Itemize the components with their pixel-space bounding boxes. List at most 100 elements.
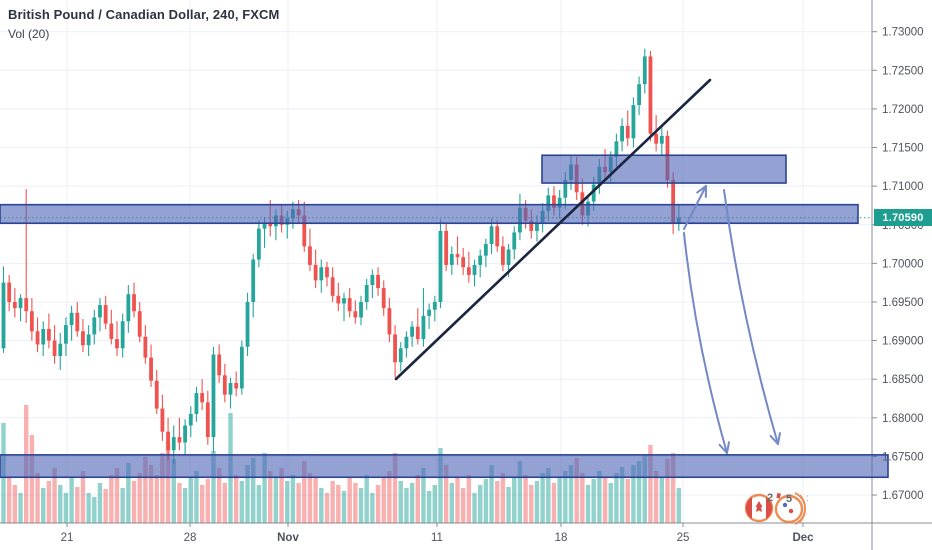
volume-bar [103, 489, 108, 523]
trendline[interactable] [394, 78, 712, 381]
volume-bar [398, 481, 403, 523]
volume-bar [131, 481, 137, 523]
candle-body [642, 56, 647, 85]
candle-body [103, 305, 108, 324]
volume-bar [18, 493, 23, 523]
candle-body [7, 282, 12, 302]
volume-bar [670, 453, 676, 523]
volume-bar [653, 471, 659, 523]
candle-body [251, 259, 256, 302]
candle-body [591, 184, 596, 202]
volume-bar [336, 485, 341, 523]
arrow-down-1[interactable] [683, 232, 728, 454]
price-tick-label: 1.67500 [882, 451, 924, 463]
price-axis[interactable]: 1.730001.725001.720001.715001.710001.705… [872, 27, 924, 502]
candle-body [625, 125, 630, 139]
time-axis[interactable]: 21 28 Nov 11 18 25 Dec [61, 523, 815, 544]
candles [1, 48, 681, 465]
volume-bar [642, 455, 647, 523]
volume-bar [426, 491, 432, 523]
volume-bar [239, 481, 245, 523]
candle-body [268, 223, 273, 227]
candle-body [478, 255, 483, 265]
volume-bar [614, 473, 619, 523]
arrow-up-to-zone[interactable] [683, 185, 707, 230]
symbol-title[interactable]: British Pound / Canadian Dollar, 240, FX… [8, 7, 280, 22]
lower-support-zone[interactable] [0, 454, 889, 479]
candle-body [35, 331, 40, 345]
volume-bar [619, 467, 625, 523]
volume-bar [268, 471, 273, 523]
candle-body [24, 298, 29, 312]
candle-body [217, 354, 222, 376]
candle-body [86, 334, 91, 346]
candle-body [325, 267, 329, 278]
candle-body [137, 311, 142, 337]
current-price-badge: 1.70590 [874, 209, 932, 226]
mid-resistance-zone[interactable] [0, 203, 859, 225]
candle-body [41, 328, 46, 345]
candle-body [529, 220, 534, 231]
candle-body [228, 383, 233, 395]
volume-bar [188, 478, 193, 523]
candle-body [472, 264, 477, 275]
price-tick-label: 1.68500 [882, 374, 924, 386]
volume-bar [222, 483, 228, 523]
candle-body [489, 226, 494, 245]
volume-bar [69, 478, 74, 523]
volume-bar [330, 481, 335, 523]
candle-body [239, 346, 244, 389]
volume-bar [245, 465, 250, 523]
volume-bar [608, 483, 613, 523]
volume-bar [387, 471, 392, 523]
arrow-down-2[interactable] [723, 189, 779, 445]
volume-bar [324, 493, 330, 523]
candle-body [637, 84, 641, 106]
candle-body [177, 437, 182, 443]
candle-body [359, 301, 363, 318]
candle-body [455, 254, 460, 258]
volume-indicator-label[interactable]: Vol (20) [8, 26, 50, 41]
watermark-logo: 2 5: [744, 492, 809, 525]
volume-bar [585, 485, 591, 523]
volume-bar [285, 481, 290, 523]
time-tick-label: 18 [555, 532, 568, 544]
volume-bar [307, 473, 313, 523]
candle-body [171, 437, 176, 451]
arrows [683, 185, 781, 454]
candle-body [126, 294, 131, 322]
volume-bar [563, 471, 568, 523]
volume-bar [551, 483, 557, 523]
candle-body [154, 380, 159, 409]
candle-body [222, 375, 227, 395]
candle-body [393, 334, 397, 363]
candle-body [92, 317, 97, 335]
volume-bar [182, 488, 188, 523]
arrowhead [726, 441, 730, 454]
candle-body [319, 267, 324, 281]
volume-bar [472, 493, 477, 523]
volume-bar [358, 488, 364, 523]
volume-bar [347, 478, 352, 523]
candle-body [29, 311, 34, 332]
volume-bar [546, 468, 551, 523]
candle-body [211, 354, 216, 438]
volume-bar [534, 481, 540, 523]
volume-bar [194, 471, 199, 523]
time-tick-label: 28 [184, 532, 197, 544]
candle-body [47, 328, 51, 341]
candle-body [444, 230, 449, 265]
flag-bar-left [746, 495, 752, 521]
candle-body [52, 340, 57, 357]
volume-bar [86, 493, 91, 523]
volume-bar [529, 485, 534, 523]
volume-bar [449, 483, 455, 523]
candle-body [330, 277, 335, 296]
volume-bar [165, 441, 171, 523]
volume-bar [120, 488, 125, 523]
upper-supply-zone[interactable] [541, 154, 787, 184]
volume-bar [148, 465, 154, 523]
candle-body [483, 244, 488, 256]
